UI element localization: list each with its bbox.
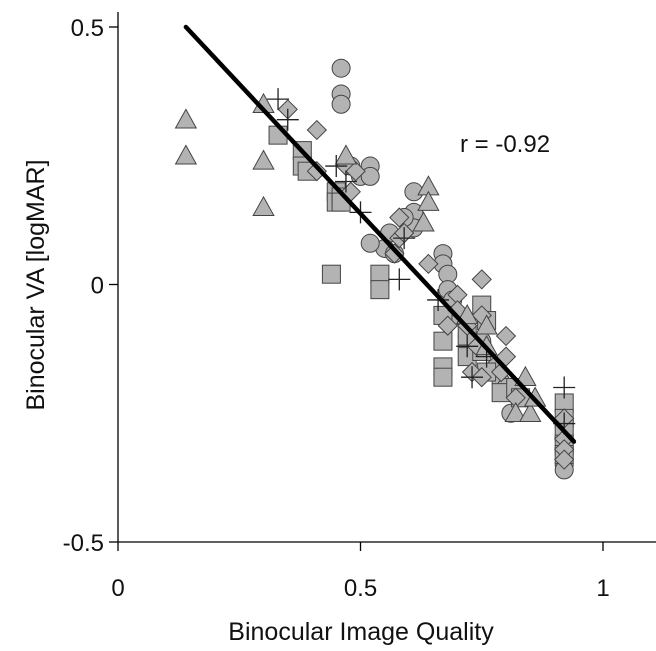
data-point-triangle: [417, 190, 440, 211]
data-point-triangle: [174, 108, 198, 129]
data-point-diamond: [471, 269, 492, 290]
data-point-diamond: [389, 207, 410, 228]
y-tick-label: 0: [91, 273, 104, 300]
data-point-diamond: [554, 449, 575, 470]
data-point-plus: [267, 88, 290, 111]
y-tick-label: -0.5: [63, 530, 104, 557]
data-point-diamond: [306, 161, 328, 182]
data-point-diamond: [418, 253, 439, 275]
data-point-triangle: [504, 401, 527, 423]
regression-line: [183, 24, 577, 444]
data-point-triangle: [252, 149, 275, 170]
data-point-circle: [360, 166, 380, 186]
y-tick-label: 0.5: [71, 15, 104, 42]
data-point-plus: [276, 108, 299, 131]
data-point-diamond: [437, 315, 458, 336]
data-point-plus: [388, 268, 411, 291]
x-tick-label: 1: [596, 575, 609, 602]
data-point-circle: [360, 233, 380, 253]
data-point-triangle: [252, 195, 275, 217]
data-point-diamond: [345, 161, 366, 182]
data-point-triangle: [519, 401, 542, 423]
x-axis-label: Binocular Image Quality: [228, 618, 494, 646]
data-markers: [174, 58, 576, 480]
data-point-triangle: [412, 211, 435, 232]
correlation-annotation: r = -0.92: [460, 131, 550, 158]
regression-line-group: [183, 24, 577, 444]
data-point-plus: [325, 155, 348, 178]
x-tick-label: 0.5: [344, 575, 377, 602]
data-point-triangle: [334, 144, 358, 165]
data-point-plus: [427, 288, 450, 311]
data-point-diamond: [384, 243, 405, 264]
data-point-plus: [461, 366, 484, 389]
data-point-diamond: [306, 119, 328, 141]
data-point-square: [321, 264, 341, 284]
data-point-triangle: [514, 365, 537, 386]
data-point-square: [433, 367, 453, 387]
data-point-plus: [334, 170, 357, 193]
data-point-plus: [553, 376, 576, 399]
data-point-circle: [331, 58, 351, 78]
y-axis-label: Binocular VA [logMAR]: [22, 159, 50, 410]
data-point-plus: [393, 227, 416, 250]
x-tick-label: 0: [111, 575, 124, 602]
data-point-plus: [456, 335, 479, 358]
data-point-square: [433, 331, 453, 351]
axes: 0 0.5 1 -0.5 0 0.5: [63, 12, 656, 602]
data-point-square: [370, 280, 390, 300]
data-point-triangle: [174, 144, 198, 165]
data-point-diamond: [495, 325, 517, 347]
data-point-circle: [331, 94, 351, 114]
data-point-triangle: [475, 314, 498, 335]
